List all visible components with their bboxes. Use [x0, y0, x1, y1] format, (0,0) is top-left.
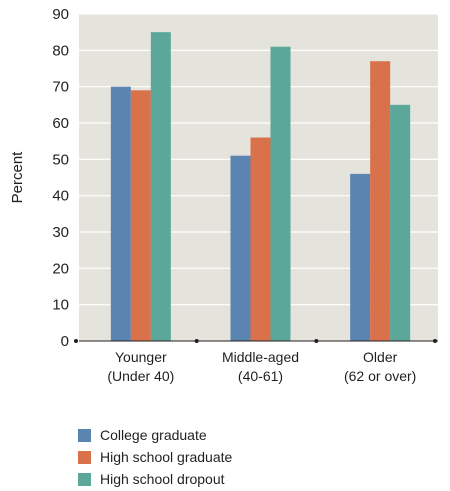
- bar: [130, 90, 151, 341]
- y-tick-labels: 0 10 20 30 40 50 60 70 80 90: [52, 6, 69, 350]
- bar: [270, 46, 291, 341]
- axis-dot: [74, 339, 78, 343]
- legend-swatch: [78, 472, 91, 486]
- category-label: Younger: [115, 349, 167, 365]
- category-label: (62 or over): [344, 368, 416, 384]
- category-label: (Under 40): [107, 368, 174, 384]
- category-label: Older: [363, 349, 398, 365]
- y-tick-label: 30: [52, 224, 69, 241]
- legend-item-college-graduate: College graduate: [78, 424, 232, 446]
- y-tick-label: 0: [61, 333, 69, 350]
- category-labels: Younger (Under 40) Middle-aged (40-61) Older…: [107, 349, 416, 384]
- y-tick-label: 80: [52, 42, 69, 59]
- x-axis-dots: [74, 339, 437, 343]
- bars: [110, 32, 411, 342]
- y-tick-label: 10: [52, 297, 69, 314]
- legend: College graduate High school graduate Hi…: [78, 424, 232, 490]
- y-tick-label: 60: [52, 115, 69, 132]
- axis-dot: [433, 339, 437, 343]
- legend-swatch: [78, 450, 91, 464]
- category-label: Middle-aged: [222, 349, 299, 365]
- axis-dot: [314, 339, 319, 343]
- y-tick-label: 50: [52, 151, 69, 168]
- axis-dot: [194, 339, 199, 343]
- legend-label: High school dropout: [100, 471, 225, 487]
- y-axis-label: Percent: [9, 151, 26, 204]
- legend-item-high-school-graduate: High school graduate: [78, 446, 232, 468]
- y-tick-label: 90: [52, 6, 69, 23]
- bar-chart: 0 10 20 30 40 50 60 70 80 90 Younger (Under 40) Mid…: [9, 6, 438, 384]
- y-tick-label: 20: [52, 260, 69, 277]
- y-tick-label: 40: [52, 188, 69, 205]
- y-tick-label: 70: [52, 79, 69, 96]
- bar: [350, 173, 371, 341]
- legend-label: High school graduate: [100, 449, 233, 465]
- bar: [230, 155, 251, 341]
- bar: [150, 32, 171, 342]
- legend-swatch: [78, 428, 91, 442]
- bar: [370, 61, 391, 341]
- legend-item-high-school-dropout: High school dropout: [78, 468, 232, 490]
- bar: [390, 104, 411, 341]
- category-label: (40-61): [238, 368, 283, 384]
- bar: [110, 86, 131, 342]
- legend-label: College graduate: [100, 427, 207, 443]
- bar: [250, 137, 271, 341]
